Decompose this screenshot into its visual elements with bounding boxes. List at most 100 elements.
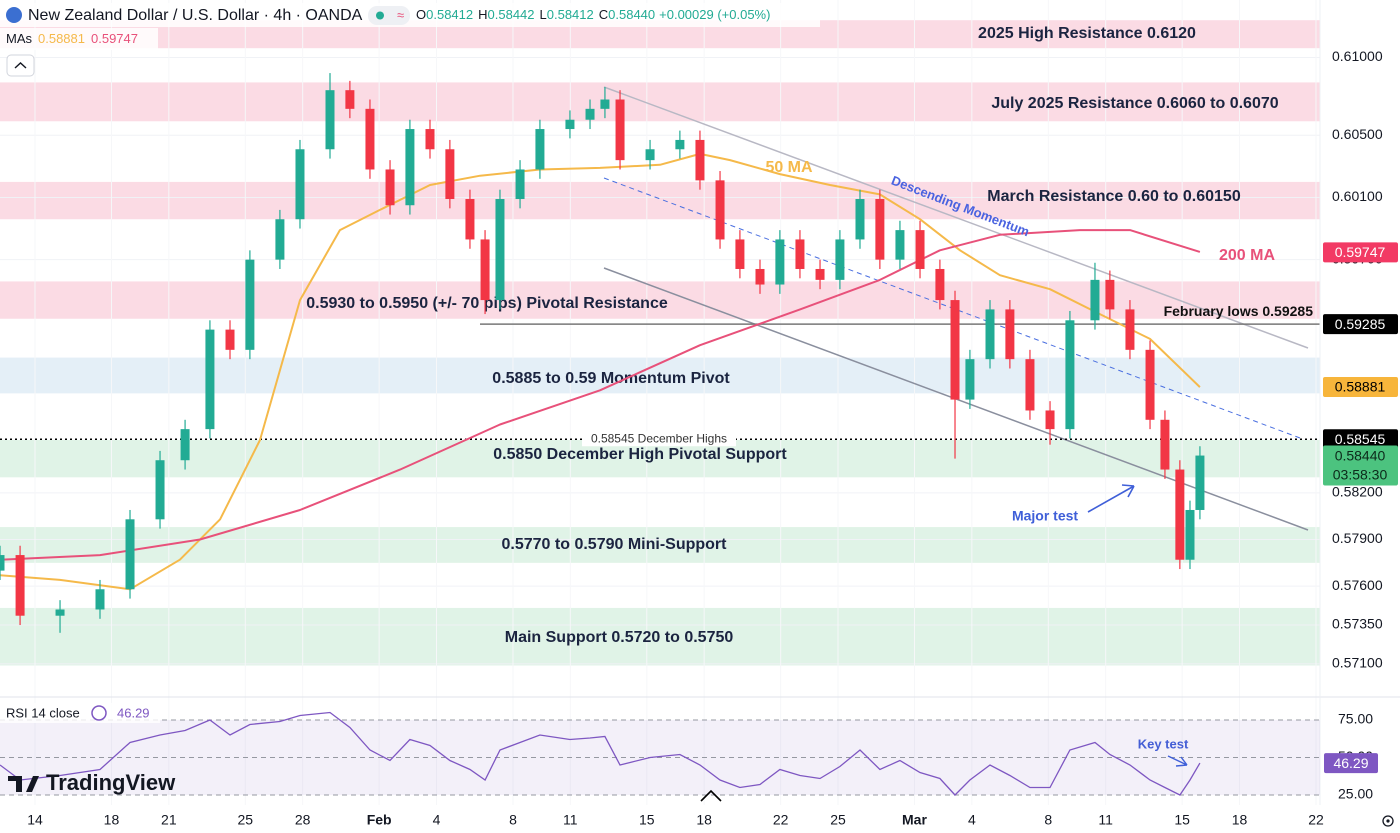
candle-body bbox=[445, 149, 455, 200]
candle-body bbox=[835, 239, 845, 280]
candle-body bbox=[985, 309, 995, 360]
zone bbox=[0, 181, 1320, 220]
x-tick-label: 22 bbox=[1308, 812, 1324, 828]
y-tick-label: 0.60100 bbox=[1332, 188, 1383, 204]
status-dot bbox=[376, 11, 384, 20]
candle-body bbox=[1105, 279, 1115, 310]
price-badge bbox=[1323, 376, 1398, 397]
ohlc-value: 0.58412 bbox=[547, 7, 594, 22]
level-label: February lows 0.59285 bbox=[1164, 303, 1314, 319]
x-tick-label: 4 bbox=[433, 812, 441, 828]
zone-label: 0.5850 December High Pivotal Support bbox=[493, 446, 787, 463]
status-chip bbox=[368, 6, 410, 25]
zones bbox=[0, 20, 1320, 666]
x-tick-label: 25 bbox=[830, 812, 846, 828]
candle-body bbox=[645, 149, 655, 161]
candle-body bbox=[735, 239, 745, 269]
candle-body bbox=[155, 460, 165, 520]
candle-body bbox=[425, 129, 435, 150]
x-tick-label: 18 bbox=[1232, 812, 1248, 828]
x-tick-label: 4 bbox=[968, 812, 976, 828]
status-icon: ≈ bbox=[397, 7, 404, 22]
settings-icon-dot bbox=[1386, 819, 1390, 823]
ma-legend-value: 0.58881 bbox=[38, 31, 85, 46]
x-tick-label: 22 bbox=[773, 812, 789, 828]
candle-body bbox=[795, 239, 805, 269]
price-badge bbox=[1323, 445, 1398, 486]
candle-body bbox=[225, 329, 235, 350]
candle-body bbox=[1160, 419, 1170, 470]
x-tick-label: Mar bbox=[902, 812, 927, 828]
candle-body bbox=[1005, 309, 1015, 360]
rsi-title-bg bbox=[0, 703, 160, 723]
x-tick-label: 11 bbox=[563, 812, 578, 828]
collapse-icon bbox=[14, 62, 27, 69]
grid bbox=[0, 57, 1320, 665]
ma-legend-value: 0.59747 bbox=[91, 31, 138, 46]
candle-body bbox=[295, 149, 305, 220]
x-tick-label: 15 bbox=[639, 812, 655, 828]
candle-body bbox=[1090, 279, 1100, 321]
price-badge-timer: 03:58:30 bbox=[1333, 466, 1388, 482]
candle-body bbox=[125, 519, 135, 590]
y-tick-label: 0.57100 bbox=[1332, 655, 1383, 671]
axes: 0.610000.605000.601000.597000.582000.579… bbox=[27, 48, 1398, 828]
ohlc-key: H bbox=[478, 7, 487, 22]
x-tick-label: 11 bbox=[1098, 812, 1113, 828]
zone-label: Main Support 0.5720 to 0.5750 bbox=[505, 629, 734, 646]
price-badge bbox=[1323, 314, 1398, 335]
ohlc: O0.58412 H0.58442 L0.58412 C0.58440 +0.00029… bbox=[416, 7, 770, 22]
zone bbox=[0, 82, 1320, 122]
candle-body bbox=[1065, 320, 1075, 430]
candle-body bbox=[535, 129, 545, 170]
candle-body bbox=[965, 359, 975, 400]
candle-body bbox=[895, 230, 905, 260]
x-tick-label: 8 bbox=[1044, 812, 1052, 828]
candle-body bbox=[585, 108, 595, 120]
settings-icon[interactable] bbox=[1382, 815, 1394, 827]
candle-body bbox=[465, 199, 475, 240]
candle-body bbox=[385, 169, 395, 206]
x-tick-label: 14 bbox=[27, 812, 43, 828]
annotation: Key test bbox=[1138, 736, 1189, 751]
x-tick-label: 18 bbox=[696, 812, 712, 828]
price-badge bbox=[1323, 242, 1398, 263]
candle-body bbox=[565, 119, 575, 130]
candle-body bbox=[275, 219, 285, 260]
ma-legend: MAs 0.58881 0.59747 bbox=[6, 31, 138, 46]
zone-label: March Resistance 0.60 to 0.60150 bbox=[987, 188, 1241, 205]
annotation: Major test bbox=[1012, 508, 1078, 524]
candle-body bbox=[675, 139, 685, 150]
ohlc-key: O bbox=[416, 7, 426, 22]
candle-body bbox=[95, 589, 105, 610]
rsi-tick-label: 25.00 bbox=[1338, 786, 1373, 802]
candle-body bbox=[915, 230, 925, 269]
watermark: TradingView bbox=[46, 770, 176, 795]
header: ≈ New Zealand Dollar / U.S. Dollar · 4h … bbox=[0, 3, 820, 77]
candle-body bbox=[715, 180, 725, 240]
x-tick-label: 25 bbox=[238, 812, 254, 828]
candle-body bbox=[875, 199, 885, 260]
zone bbox=[0, 281, 1320, 319]
x-tick-label: 21 bbox=[161, 812, 177, 828]
candle-body bbox=[950, 300, 960, 400]
annotation: 200 MA bbox=[1219, 247, 1275, 264]
candle-body bbox=[245, 259, 255, 350]
collapse-button[interactable] bbox=[6, 54, 35, 77]
arrow bbox=[1167, 755, 1188, 767]
ohlc-value: 0.58412 bbox=[426, 7, 473, 22]
candle-body bbox=[205, 329, 215, 430]
moving-average bbox=[0, 152, 1201, 591]
rsi-tick-label: 75.00 bbox=[1338, 711, 1373, 727]
marker bbox=[700, 789, 722, 802]
x-tick-label: 8 bbox=[509, 812, 517, 828]
zone-label: 2025 High Resistance 0.6120 bbox=[978, 25, 1196, 42]
ohlc-value: 0.58442 bbox=[488, 7, 535, 22]
arrow bbox=[1087, 484, 1135, 513]
candle-body bbox=[515, 169, 525, 200]
rsi-icon bbox=[91, 705, 107, 721]
symbol-logo bbox=[6, 7, 22, 23]
moving-average bbox=[0, 229, 1201, 561]
